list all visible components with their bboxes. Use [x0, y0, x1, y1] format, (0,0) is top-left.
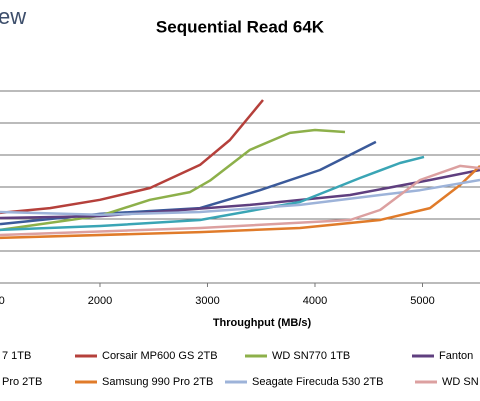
brand: ew — [0, 4, 26, 29]
series-line — [0, 128, 346, 232]
x-tick-label: 1000 — [0, 295, 5, 307]
x-axis-label: Throughput (MB/s) — [213, 317, 312, 329]
legend-label: Corsair MP600 GS 2TB — [102, 350, 218, 362]
legend-label: 7 1TB — [2, 350, 31, 362]
legend-label: WD SN — [442, 376, 479, 388]
legend-label: Fanton — [439, 350, 473, 362]
x-tick-label: 5000 — [410, 295, 434, 307]
series-line — [0, 178, 480, 217]
legend-label: Seagate Firecuda 530 2TB — [252, 376, 383, 388]
series-line — [0, 168, 480, 220]
chart-title: Sequential Read 64K — [156, 17, 325, 36]
legend-label: WD SN770 1TB — [272, 350, 350, 362]
x-tick-label: 4000 — [303, 295, 327, 307]
x-tick-label: 3000 — [195, 295, 219, 307]
series-line — [0, 164, 480, 237]
x-tick-label: 2000 — [88, 295, 112, 307]
series-line — [0, 155, 425, 232]
plot-area — [0, 99, 480, 240]
legend-label: Pro 2TB — [2, 376, 42, 388]
legend-label: Samsung 990 Pro 2TB — [102, 376, 213, 388]
series-line — [0, 164, 480, 240]
series-line — [0, 99, 264, 215]
